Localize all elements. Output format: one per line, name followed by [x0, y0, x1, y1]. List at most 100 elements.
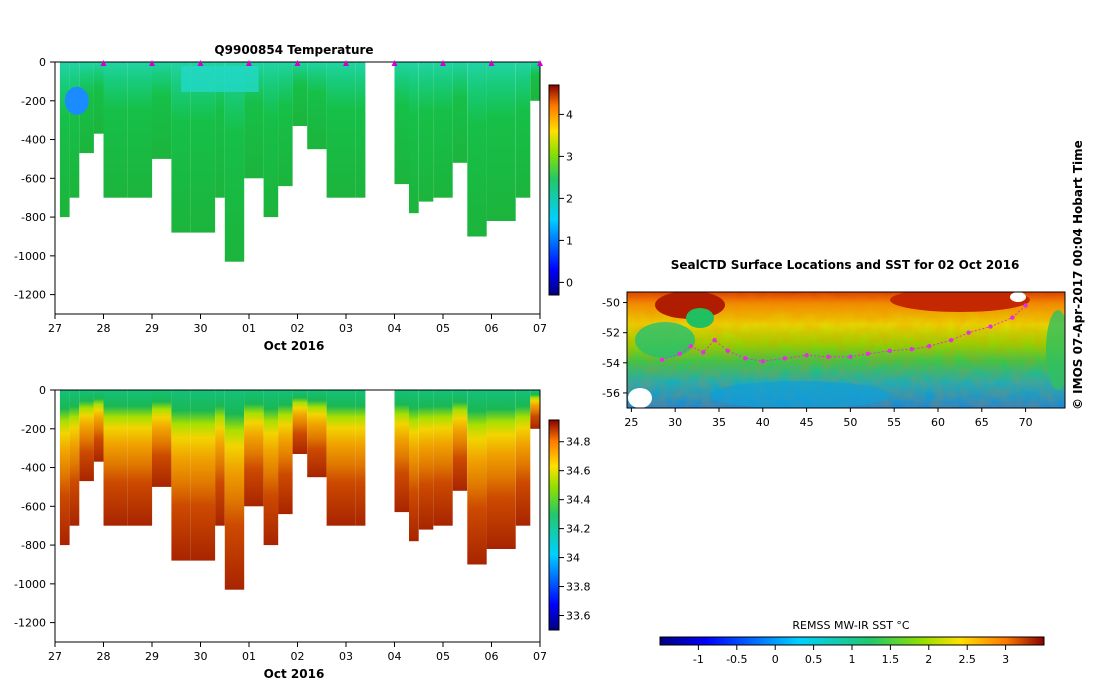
sst-map-panel: SealCTD Surface Locations and SST for 02…	[602, 258, 1066, 666]
y-tick-label: -1000	[14, 578, 46, 591]
track-point	[725, 348, 730, 353]
x-tick-label: 05	[436, 650, 450, 663]
profile-column	[515, 390, 531, 526]
y-tick-label: -800	[21, 539, 46, 552]
surface-marker	[197, 60, 204, 66]
profile-column	[418, 390, 434, 530]
x-tick-label: 03	[339, 322, 353, 335]
profile-column	[215, 390, 225, 526]
salinity-x-axis: 27 28 29 30 01 02 03 04 05 06 07	[48, 642, 547, 663]
track-point	[1010, 315, 1015, 320]
profile-column	[326, 390, 356, 526]
track-point	[804, 353, 809, 358]
y-tick-label: -1200	[14, 289, 46, 302]
profile-column	[486, 390, 516, 549]
x-tick-label: 30	[194, 322, 208, 335]
x-tick-label: 06	[485, 650, 499, 663]
x-tick-label: 28	[97, 650, 111, 663]
temperature-surface-markers	[100, 60, 543, 66]
map-x-tick-label: 40	[756, 416, 770, 429]
salinity-x-label: Oct 2016	[264, 667, 325, 681]
y-tick-label: 0	[39, 56, 46, 69]
x-tick-label: 07	[533, 322, 547, 335]
colorbar-tick-label: 33.8	[566, 581, 591, 594]
temperature-profiles	[59, 62, 540, 262]
profile-column	[69, 390, 80, 526]
profile-column	[190, 390, 216, 561]
map-x-tick-label: 60	[931, 416, 945, 429]
track-point	[782, 356, 787, 361]
profile-column	[409, 390, 419, 542]
x-tick-label: 04	[388, 322, 402, 335]
profile-column	[307, 62, 327, 150]
x-tick-label: 01	[242, 650, 256, 663]
profile-column	[224, 390, 245, 590]
profile-column	[152, 62, 172, 159]
profile-column	[530, 62, 540, 101]
profile-column	[409, 62, 419, 214]
map-x-tick-label: 55	[887, 416, 901, 429]
profile-column	[452, 390, 468, 491]
sst-colorbar-tick-label: -0.5	[726, 653, 747, 666]
surface-marker	[391, 60, 398, 66]
track-point	[927, 344, 932, 349]
sst-colorbar-tick-label: -1	[693, 653, 704, 666]
temperature-y-axis: 0 -200 -400 -600 -800 -1000 -1200	[14, 56, 55, 302]
x-tick-label: 02	[291, 322, 305, 335]
salinity-profiles	[59, 390, 540, 590]
profile-column	[171, 390, 191, 561]
warm-band	[181, 66, 259, 92]
track-point	[865, 351, 871, 356]
sst-colorbar-tick-label: 1.5	[882, 653, 900, 666]
profile-column	[93, 62, 104, 134]
profile-column	[515, 62, 531, 198]
y-tick-label: -1200	[14, 617, 46, 630]
colorbar-tick-label: 34.2	[566, 523, 591, 536]
profile-column	[93, 390, 104, 462]
track-point	[701, 350, 706, 355]
colorbar-tick-label: 2	[566, 192, 573, 205]
profile-column	[215, 62, 225, 198]
profile-column	[307, 390, 327, 478]
profile-column	[59, 62, 70, 218]
profile-column	[292, 390, 308, 454]
temperature-x-label: Oct 2016	[264, 339, 325, 353]
profile-column	[152, 390, 172, 487]
profile-column	[467, 62, 487, 237]
y-tick-label: -800	[21, 211, 46, 224]
profile-column	[278, 390, 293, 515]
track-point	[760, 359, 765, 364]
map-x-tick-label: 65	[975, 416, 989, 429]
sst-colorbar-label: REMSS MW-IR SST °C	[792, 619, 910, 632]
profile-column	[486, 62, 516, 221]
track-point	[948, 338, 954, 343]
profile-column	[355, 62, 366, 198]
map-x-tick-label: 45	[800, 416, 814, 429]
sst-map-x-axis: 25 30 35 40 45 50 55 60 65 70	[624, 408, 1033, 429]
sst-colorbar-tick-label: 2.5	[958, 653, 976, 666]
salinity-colorbar	[548, 419, 560, 631]
track-point	[909, 347, 914, 352]
sst-field	[627, 292, 1065, 408]
colorbar-tick-label: 4	[566, 108, 573, 121]
y-tick-label: -1000	[14, 250, 46, 263]
profile-column	[171, 62, 191, 233]
profile-column	[224, 62, 245, 262]
map-x-tick-label: 70	[1019, 416, 1033, 429]
colorbar-tick-label: 34.6	[566, 465, 591, 478]
profile-column	[433, 390, 453, 526]
x-tick-label: 30	[194, 650, 208, 663]
x-tick-label: 02	[291, 650, 305, 663]
colorbar-tick-label: 34.4	[566, 494, 591, 507]
sst-colorbar-tick-label: 0.5	[805, 653, 823, 666]
profile-column	[59, 390, 70, 546]
x-tick-label: 01	[242, 322, 256, 335]
track-point	[887, 348, 892, 353]
surface-marker	[440, 60, 446, 66]
profile-column	[127, 390, 153, 526]
sst-colorbar-tick-label: 3	[1002, 653, 1009, 666]
y-tick-label: -200	[21, 423, 46, 436]
map-x-tick-label: 25	[624, 416, 638, 429]
x-tick-label: 07	[533, 650, 547, 663]
profile-column	[452, 62, 468, 163]
